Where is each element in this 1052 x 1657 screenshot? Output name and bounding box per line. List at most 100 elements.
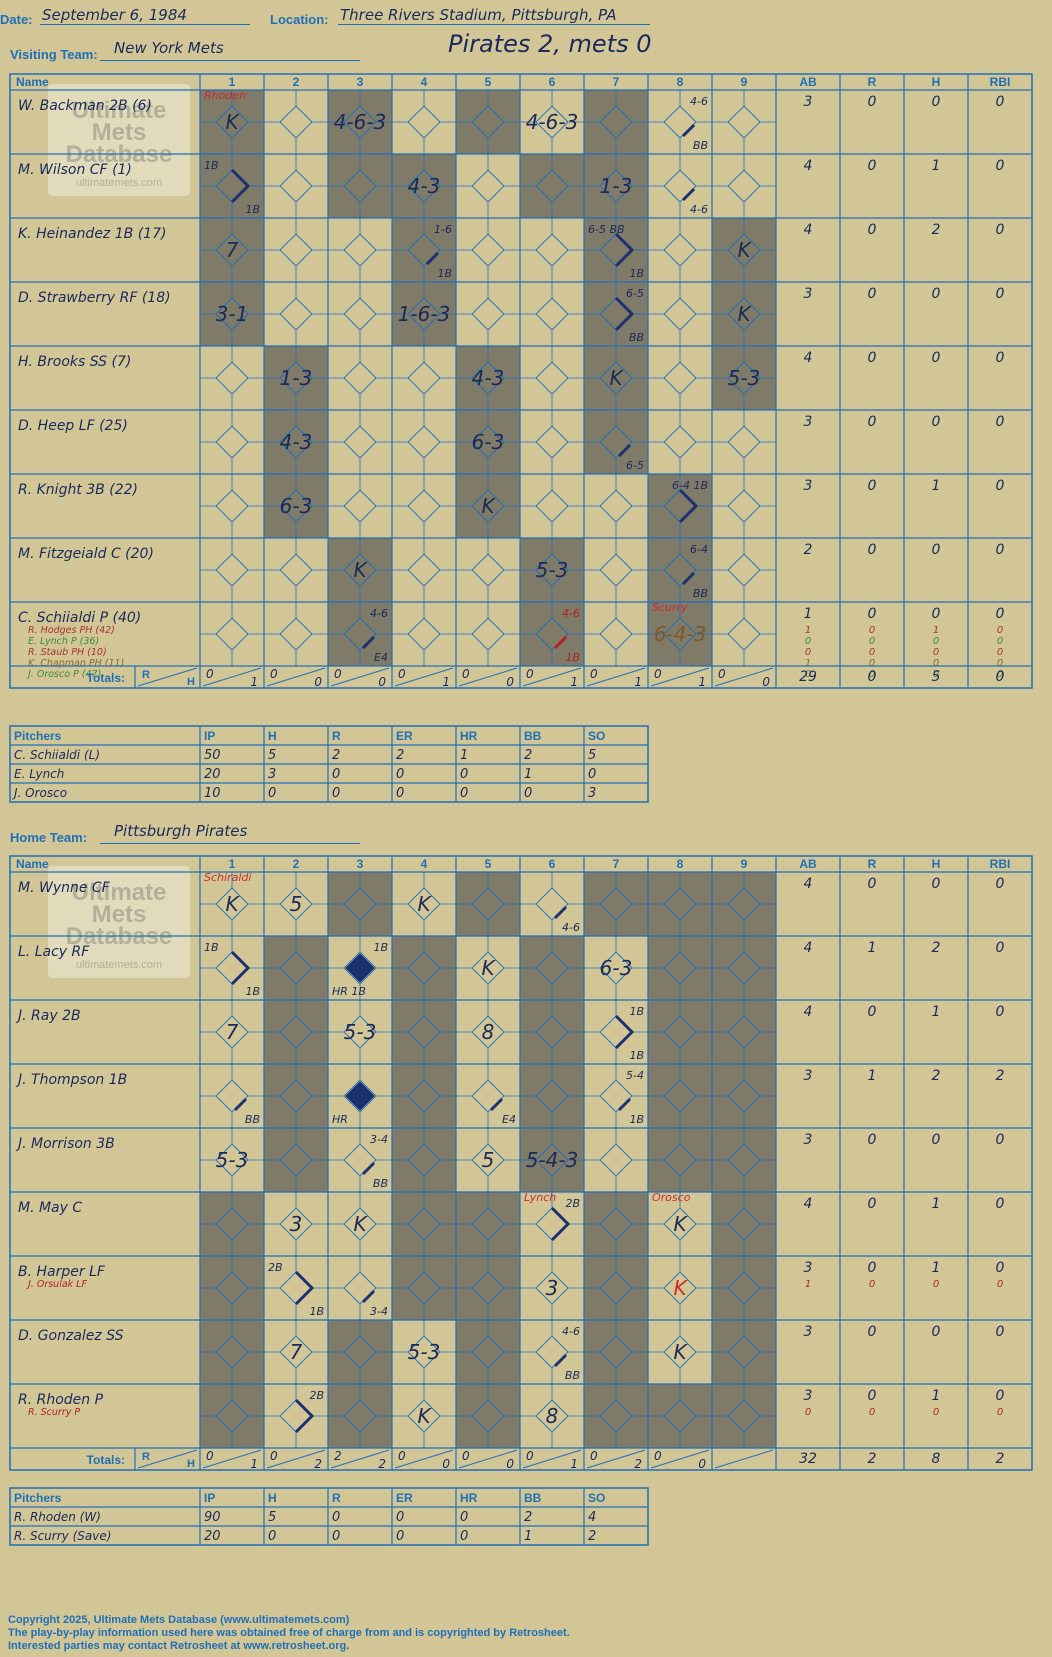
advance-line <box>681 571 696 586</box>
base-diamond <box>279 887 313 921</box>
home-play-notation: 1B <box>245 985 260 998</box>
home-play-notation: 5 <box>290 892 303 916</box>
home-pitcher-stat: 0 <box>396 1510 404 1525</box>
base-diamond <box>727 1399 761 1433</box>
home-play-notation: 8 <box>482 1020 495 1044</box>
home-play-notation: 4-6 <box>562 921 580 934</box>
base-diamond <box>471 1143 505 1177</box>
visiting-stat-header: H <box>932 75 941 89</box>
base-diamond <box>727 887 761 921</box>
home-pitcher-stat: 0 <box>268 1529 276 1544</box>
visiting-pitchers-header: Pitchers <box>14 729 62 743</box>
home-pitcher-stat: 0 <box>396 1529 404 1544</box>
base-diamond <box>279 233 313 267</box>
home-play-notation: BB <box>245 1113 260 1126</box>
home-inning-header: 2 <box>293 857 300 871</box>
base-path <box>550 1206 571 1242</box>
visiting-substitute-stat: 0 <box>933 658 939 669</box>
home-pitcher-stat: 0 <box>332 1510 340 1525</box>
visiting-player-stat: 0 <box>868 286 877 302</box>
base-diamond <box>279 617 313 651</box>
home-player-stat: 0 <box>996 1132 1005 1148</box>
visiting-player-stat: 0 <box>996 350 1005 366</box>
home-player-stat: 0 <box>996 1196 1005 1212</box>
visiting-player-stat: 3 <box>804 286 813 302</box>
visiting-inning-runs: 0 <box>718 667 726 681</box>
visiting-substitute-stat: 1 <box>805 625 811 636</box>
visiting-player-stat: 2 <box>804 542 813 558</box>
base-diamond <box>343 1335 377 1369</box>
visiting-player-stat: 0 <box>932 350 941 366</box>
visiting-substitute-stat: 0 <box>933 647 939 658</box>
home-play-notation: 3-4 <box>370 1133 388 1146</box>
base-diamond <box>663 1207 697 1241</box>
base-diamond <box>727 1143 761 1177</box>
visiting-pitchers-header: R <box>332 729 341 743</box>
visiting-team-name: New York Mets <box>114 39 224 57</box>
base-diamond <box>535 297 569 331</box>
visiting-player-name: H. Brooks SS (7) <box>18 354 131 370</box>
visiting-play-notation: 6-4 1B <box>672 479 708 492</box>
visiting-player-name: K. Heinandez 1B (17) <box>18 226 166 242</box>
watermark-url: ultimatemets.com <box>76 177 162 189</box>
visiting-player-stat: 3 <box>804 414 813 430</box>
visiting-play-notation: Scurry <box>652 601 688 614</box>
home-substitute-name: J. Orsulak LF <box>26 1279 87 1290</box>
home-pitchers-border <box>9 1487 649 1546</box>
base-diamond <box>535 553 569 587</box>
base-diamond <box>215 425 249 459</box>
hits-key: H <box>187 1458 195 1470</box>
home-pitchers-header: ER <box>396 1491 413 1505</box>
base-diamond <box>535 169 569 203</box>
visiting-substitute-stat: 0 <box>997 636 1003 647</box>
base-diamond <box>343 297 377 331</box>
visiting-pitchers-header: HR <box>460 729 478 743</box>
home-player-stat: 0 <box>868 1388 877 1404</box>
visiting-player-name: D. Heep LF (25) <box>18 418 128 434</box>
home-team-label: Home Team: <box>10 830 88 845</box>
home-pitcher-stat: 2 <box>588 1529 596 1544</box>
base-diamond <box>215 1335 249 1369</box>
visiting-player-stat: 4 <box>804 222 813 238</box>
home-play-notation: 1B <box>629 1049 644 1062</box>
base-diamond <box>215 1015 249 1049</box>
visiting-player-stat: 1 <box>804 606 813 622</box>
home-player-stat: 4 <box>804 940 813 956</box>
base-diamond <box>343 1399 377 1433</box>
base-diamond <box>535 1143 569 1177</box>
home-play-notation: 1B <box>204 941 219 954</box>
watermark-box <box>48 84 190 196</box>
home-pitchers-header: BB <box>524 1491 542 1505</box>
visiting-substitute-stat: 0 <box>997 669 1003 680</box>
visiting-inning-runs: 0 <box>398 667 406 681</box>
visiting-substitute-name: J. Orosco P (47) <box>26 669 101 680</box>
visiting-player-stat: 0 <box>868 606 877 622</box>
home-player-stat: 3 <box>804 1260 813 1276</box>
base-diamond <box>471 105 505 139</box>
home-player-stat: 1 <box>868 940 877 956</box>
visiting-play-notation: K <box>737 238 752 262</box>
base-diamond <box>215 489 249 523</box>
home-player-stat: 0 <box>996 876 1005 892</box>
home-play-notation: 2B <box>309 1389 324 1402</box>
visiting-inning-runs: 0 <box>590 667 598 681</box>
home-substitute-name: R. Scurry P <box>28 1407 80 1418</box>
visiting-pitcher-stat: 0 <box>460 786 468 801</box>
totals-slash <box>330 667 390 687</box>
home-inning-hits: 2 <box>314 1457 322 1471</box>
advance-line <box>553 1353 568 1368</box>
base-diamond <box>599 1207 633 1241</box>
base-diamond <box>343 425 377 459</box>
visiting-substitute-name: R. Hodges PH (42) <box>28 625 115 636</box>
visiting-inning-hits: 0 <box>762 675 770 689</box>
visiting-play-notation: 4-6-3 <box>526 110 579 134</box>
home-total-stat: 8 <box>932 1451 941 1467</box>
base-diamond <box>471 1015 505 1049</box>
home-substitute-stat: 0 <box>933 1407 939 1418</box>
home-player-stat: 0 <box>932 1324 941 1340</box>
home-inning-header: 7 <box>613 857 620 871</box>
home-pitchers-header: SO <box>588 1491 605 1505</box>
visiting-substitute-stat: 0 <box>869 625 875 636</box>
base-diamond <box>279 1335 313 1369</box>
base-diamond <box>407 617 441 651</box>
